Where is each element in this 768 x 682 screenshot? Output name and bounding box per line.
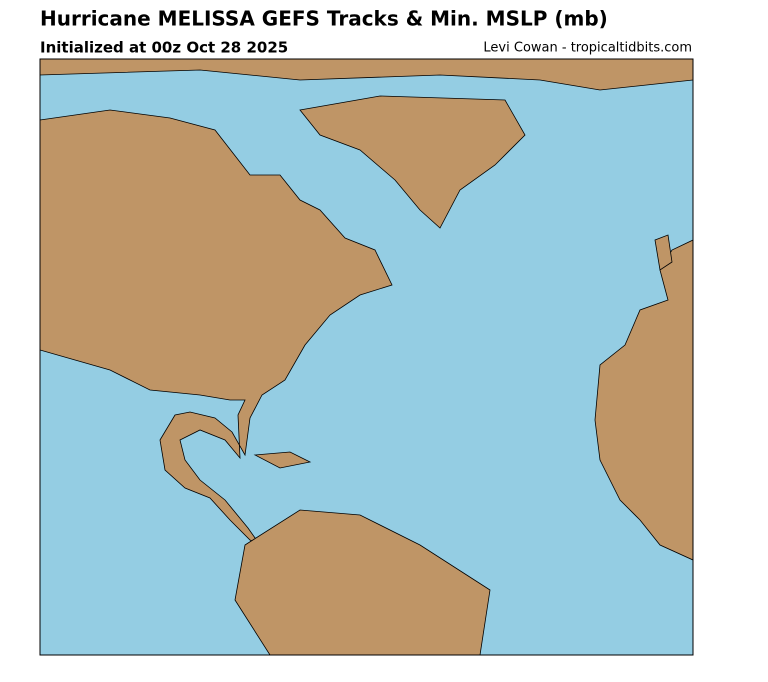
land [40,59,693,655]
title: Hurricane MELISSA GEFS Tracks & Min. MSL… [40,7,608,31]
map [40,59,693,655]
credit: Levi Cowan - tropicaltidbits.com [483,41,692,56]
subtitle: Initialized at 00z Oct 28 2025 [40,39,288,57]
map-frame [39,58,694,656]
